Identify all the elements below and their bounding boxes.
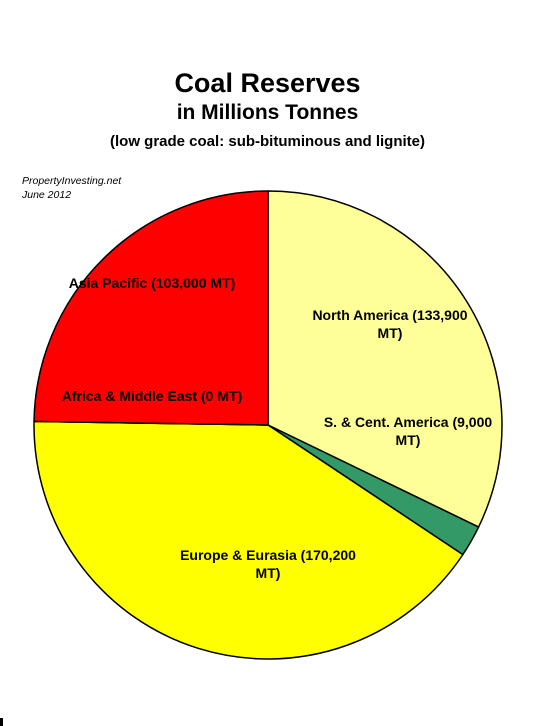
pie-slice-north-america [267,190,503,528]
pie-slice-europe-eurasia [33,420,464,660]
source-date: June 2012 [22,189,72,201]
chart-note: (low grade coal: sub-bituminous and lign… [110,133,425,150]
slice-label-s-cent-america: S. & Cent. America (9,000 MT) [324,414,493,448]
chart-subtitle: in Millions Tonnes [176,101,359,124]
slice-label-north-america: North America (133,900 MT) [312,307,467,341]
slice-label-africa-middle-east: Africa & Middle East (0 MT) [62,388,242,404]
chart-title: Coal Reserves [174,68,361,98]
source-site: PropertyInvesting.net [22,175,122,187]
pie-slice-asia-pacific [33,190,269,426]
slice-label-asia-pacific: Asia Pacific (103,000 MT) [69,275,236,291]
corner-mark [0,718,3,726]
slice-label-europe-eurasia: Europe & Eurasia (170,200 MT) [180,547,356,581]
